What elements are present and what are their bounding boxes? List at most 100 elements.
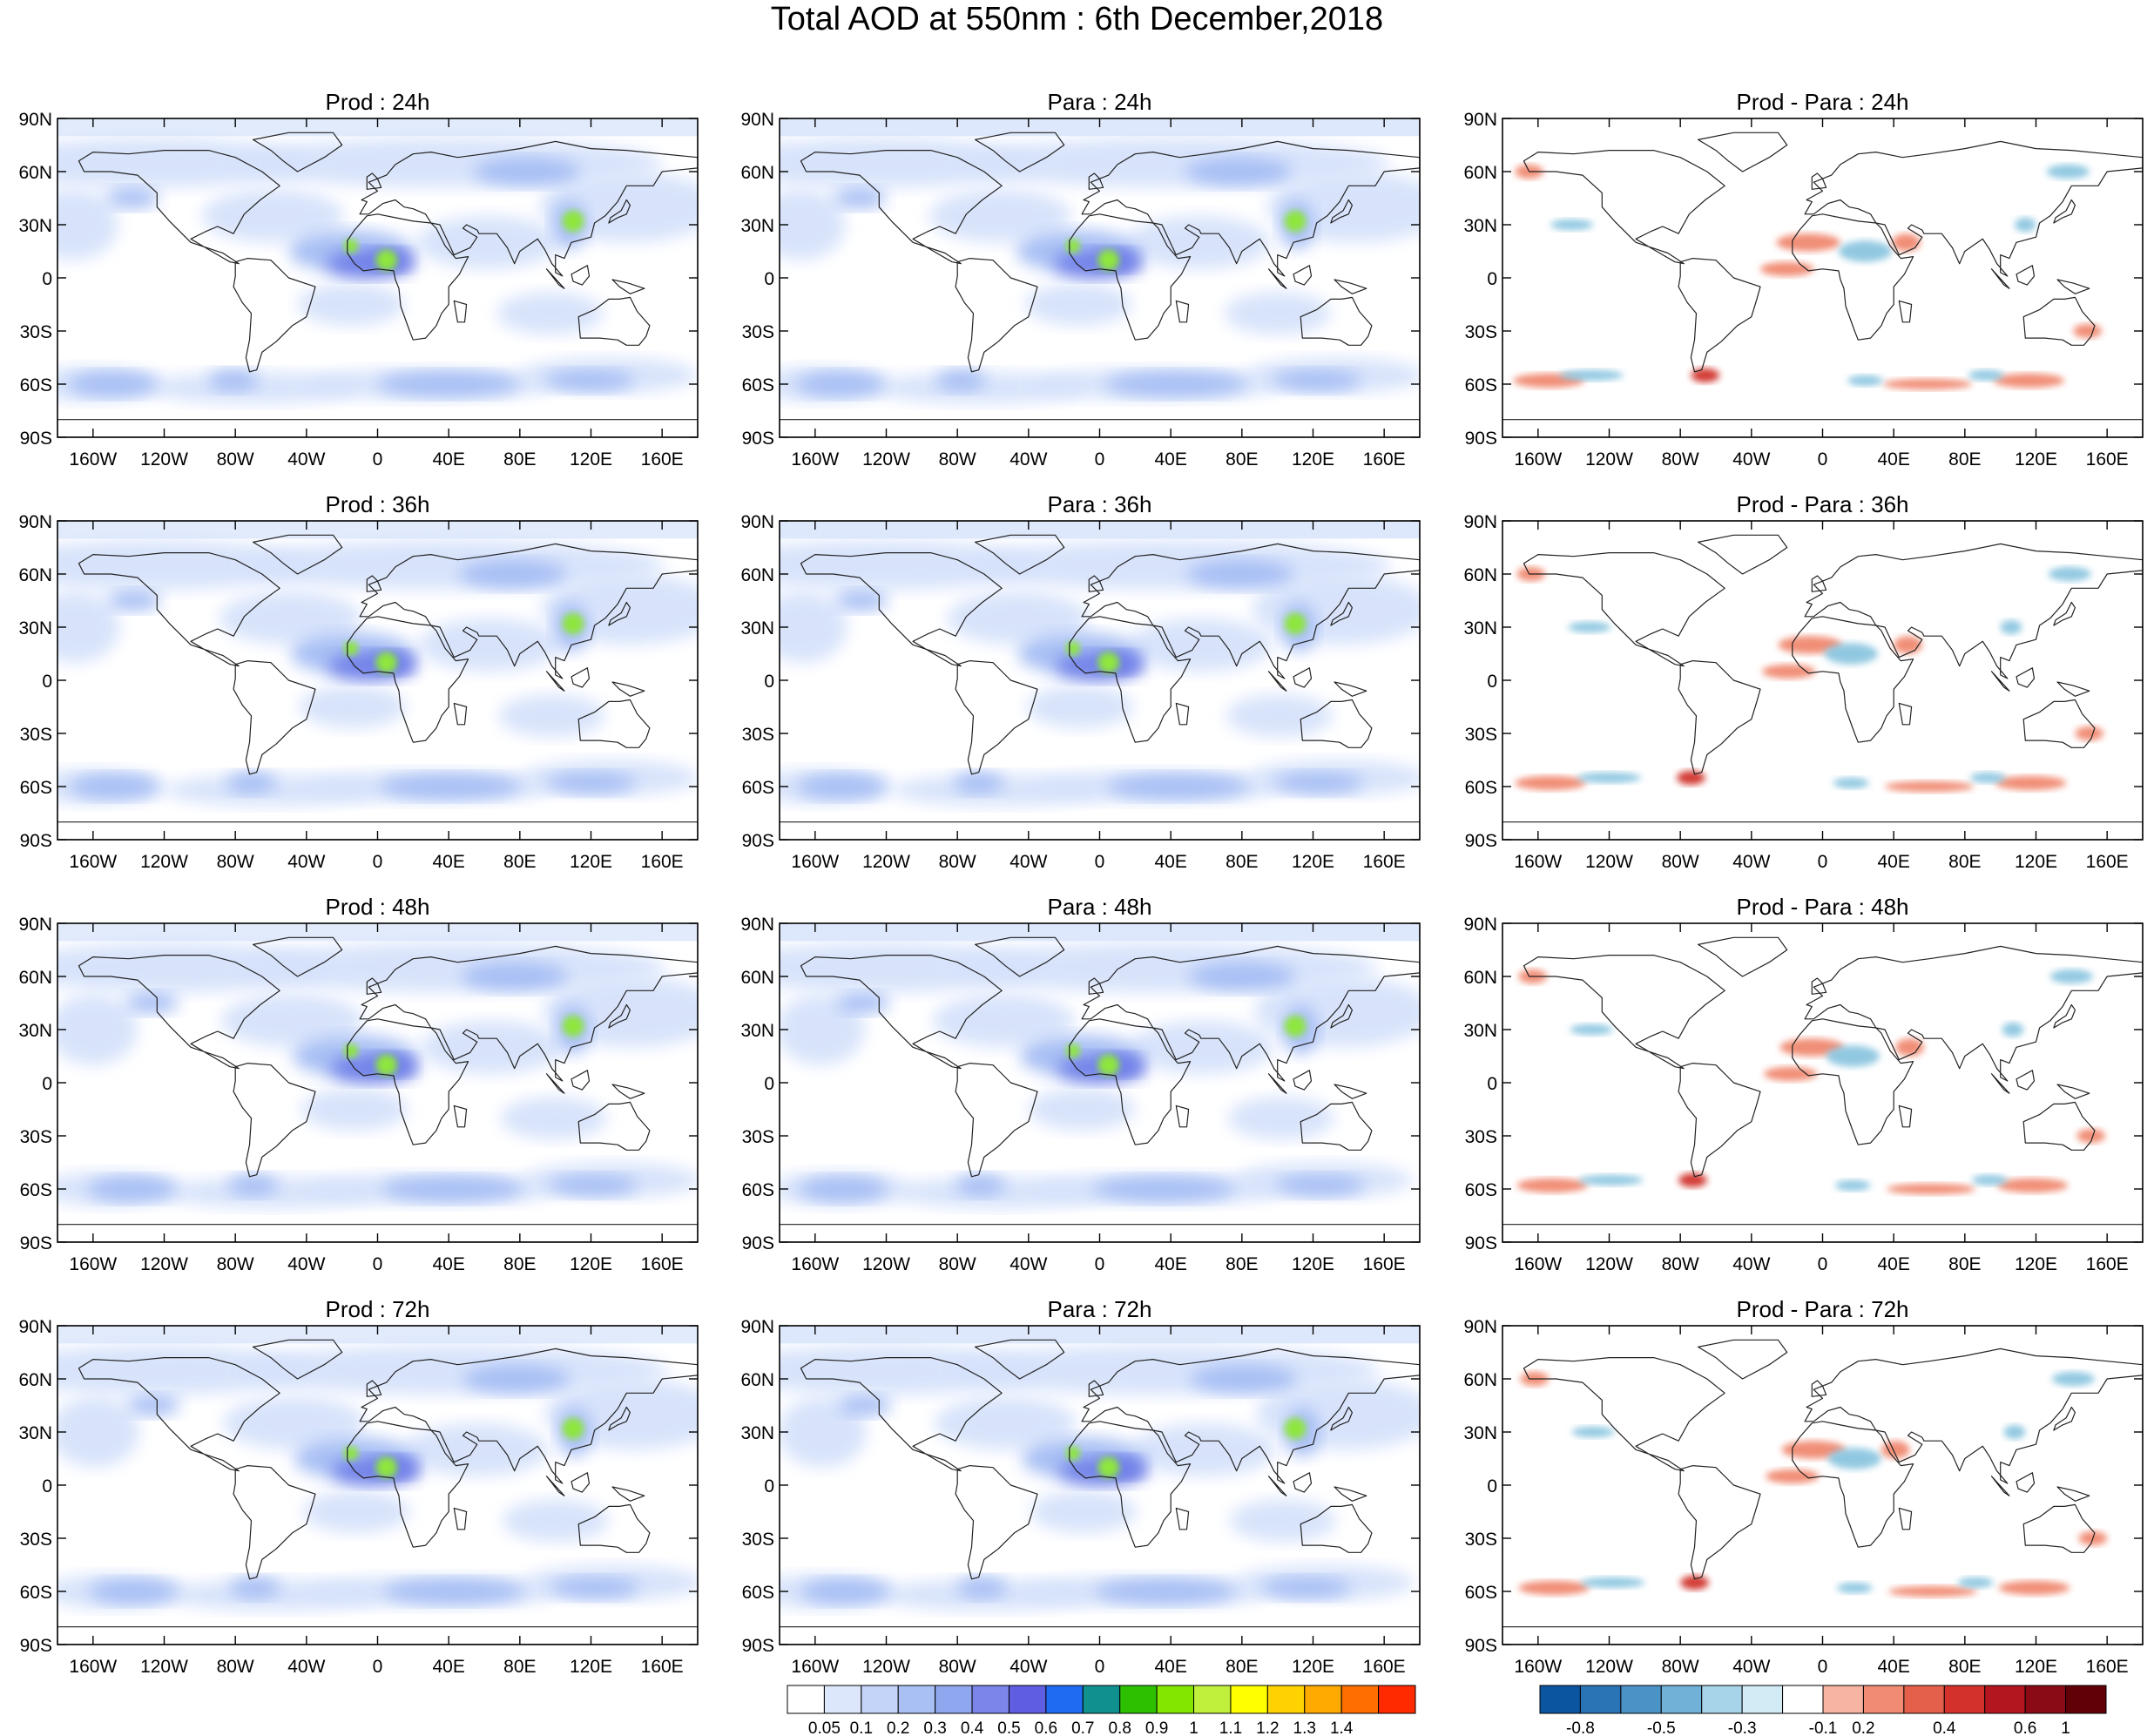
lat-tick-label: 0 xyxy=(42,1074,52,1094)
lat-tick-label: 30S xyxy=(1465,322,1497,342)
aod-colorbar-label: 1.1 xyxy=(1219,1719,1242,1736)
lat-tick-label: 60N xyxy=(18,163,52,183)
lon-tick-label: 40W xyxy=(287,1254,325,1274)
colorbar-swatch xyxy=(1579,1685,1622,1714)
lon-tick-label: 120W xyxy=(1585,852,1633,872)
lon-tick-label: 80E xyxy=(503,852,536,872)
lon-tick-label: 0 xyxy=(1095,449,1105,469)
lat-tick-label: 0 xyxy=(42,1476,52,1496)
lon-tick-label: 120W xyxy=(862,1254,910,1274)
lon-tick-label: 0 xyxy=(373,449,383,469)
lat-tick-label: 30S xyxy=(742,1530,774,1550)
colorbar-swatch xyxy=(1156,1685,1195,1714)
lat-tick-label: 90S xyxy=(1465,831,1497,851)
aod-colorbar: 0.05 0.1 0.2 0.3 0.4 0.5 0.6 0.7 0.8 0.9 1 1.1 1.2 1.… xyxy=(787,1685,1416,1736)
lon-tick-label: 0 xyxy=(1095,1657,1105,1677)
lon-tick-label: 40E xyxy=(1877,1254,1909,1274)
lon-tick-label: 40E xyxy=(1154,852,1186,872)
aod-colorbar-label: 0.6 xyxy=(1035,1719,1057,1736)
lat-tick-label: 60N xyxy=(740,968,774,988)
map-panel-prodminuspara-48h: Prod - Para : 48h 90N 60N 30N 0 30S 60S 90S 160W… xyxy=(1463,894,2144,1274)
lon-tick-label: 40W xyxy=(1732,1657,1770,1677)
lon-tick-label: 160W xyxy=(69,852,117,872)
lon-tick-label: 40W xyxy=(287,852,325,872)
lon-tick-label: 0 xyxy=(1818,1254,1828,1274)
panel-title: Prod - Para : 48h xyxy=(1737,894,1909,920)
aod-colorbar-label: 0.8 xyxy=(1108,1719,1131,1736)
lon-tick-label: 40E xyxy=(432,449,464,469)
coastlines xyxy=(57,936,698,1242)
panel-title: Prod : 48h xyxy=(326,894,430,920)
lon-tick-label: 40W xyxy=(1732,449,1770,469)
lat-tick-label: 60S xyxy=(1465,1583,1497,1603)
colorbar-swatch xyxy=(1782,1685,1824,1714)
colorbar-swatch xyxy=(2024,1685,2067,1714)
map-panel-para-24h: Para : 24h 90N 60N 30N 0 30S 60S 90S 160W 120W 80W… xyxy=(740,89,1421,469)
aod-colorbar-label: 1 xyxy=(1189,1719,1199,1736)
diff-colorbar-label: 0.6 xyxy=(2014,1719,2036,1736)
coastlines xyxy=(1502,936,2143,1242)
colorbar-swatch xyxy=(1943,1685,1986,1714)
lat-tick-label: 90S xyxy=(20,429,52,449)
lat-tick-label: 30N xyxy=(1463,1423,1497,1443)
coastlines xyxy=(780,1339,1420,1645)
lon-tick-label: 120W xyxy=(1585,449,1633,469)
lon-tick-label: 160E xyxy=(2086,449,2129,469)
lon-tick-label: 160W xyxy=(791,852,839,872)
lat-tick-label: 60N xyxy=(1463,968,1497,988)
aod-field xyxy=(57,1326,698,1645)
lat-tick-label: 0 xyxy=(1487,1074,1497,1094)
lat-tick-label: 90N xyxy=(1463,110,1497,130)
aod-field xyxy=(57,118,698,437)
panel-title: Para : 48h xyxy=(1048,894,1152,920)
lon-tick-label: 80W xyxy=(1662,449,1699,469)
lat-tick-label: 90N xyxy=(18,512,52,532)
colorbar-swatch xyxy=(823,1685,862,1714)
lat-tick-label: 30S xyxy=(20,1127,52,1147)
lat-tick-label: 90S xyxy=(742,831,774,851)
lon-tick-label: 120E xyxy=(1292,1657,1334,1677)
lon-tick-label: 120E xyxy=(2015,1254,2057,1274)
lat-tick-label: 30S xyxy=(20,725,52,745)
lat-tick-label: 0 xyxy=(764,1074,774,1094)
lat-tick-label: 60S xyxy=(742,375,774,395)
lon-tick-label: 160E xyxy=(1363,1657,1406,1677)
lat-tick-label: 60S xyxy=(20,375,52,395)
colorbar-swatch xyxy=(1193,1685,1232,1714)
lat-tick-label: 30S xyxy=(20,1530,52,1550)
lon-tick-label: 40W xyxy=(1009,1254,1047,1274)
lon-tick-label: 80E xyxy=(1226,852,1258,872)
lon-tick-label: 160W xyxy=(69,449,117,469)
aod-field xyxy=(780,1326,1420,1645)
lat-tick-label: 30S xyxy=(1465,725,1497,745)
lat-tick-label: 30N xyxy=(18,1021,52,1041)
lon-tick-label: 0 xyxy=(1818,449,1828,469)
lon-tick-label: 80E xyxy=(1948,1254,1981,1274)
lon-tick-label: 80E xyxy=(1226,1657,1258,1677)
lon-tick-label: 120E xyxy=(1292,852,1334,872)
lon-tick-label: 40E xyxy=(1154,1657,1186,1677)
coastlines xyxy=(57,132,698,437)
lon-tick-label: 120W xyxy=(862,852,910,872)
lat-tick-label: 90S xyxy=(742,1233,774,1253)
diff-colorbar-label: 1 xyxy=(2061,1719,2070,1736)
coastlines xyxy=(1502,534,2143,840)
lon-tick-label: 120W xyxy=(1585,1657,1633,1677)
colorbar-swatch xyxy=(935,1685,973,1714)
panel-title: Prod - Para : 36h xyxy=(1737,491,1909,517)
lon-tick-label: 0 xyxy=(373,852,383,872)
panel-grid: Prod : 24h 90N 60N 30N 0 30S 60S 90S 160W 120W 80W… xyxy=(18,89,2144,1677)
aod-colorbar-label: 0.7 xyxy=(1071,1719,1094,1736)
lon-tick-label: 80E xyxy=(1948,852,1981,872)
lat-tick-label: 30N xyxy=(740,216,774,236)
lon-tick-label: 40W xyxy=(287,449,325,469)
coastlines xyxy=(57,1339,698,1645)
lat-tick-label: 60S xyxy=(1465,1180,1497,1200)
lon-tick-label: 40W xyxy=(1009,449,1047,469)
lat-tick-label: 90N xyxy=(1463,915,1497,935)
lat-tick-label: 30N xyxy=(740,1021,774,1041)
lon-tick-label: 80W xyxy=(1662,1657,1699,1677)
lat-tick-label: 30S xyxy=(20,322,52,342)
lon-tick-label: 40E xyxy=(432,852,464,872)
diff-colorbar-label: -0.3 xyxy=(1728,1719,1757,1736)
